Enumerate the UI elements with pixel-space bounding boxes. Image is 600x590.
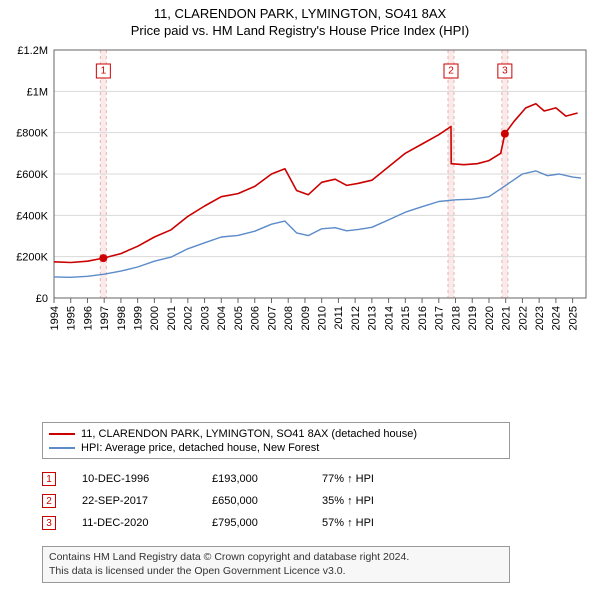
svg-text:2001: 2001 bbox=[166, 306, 178, 330]
sales-row-2: 2 22-SEP-2017 £650,000 35% ↑ HPI bbox=[42, 490, 432, 512]
footer-attribution: Contains HM Land Registry data © Crown c… bbox=[42, 546, 510, 583]
line-chart-svg: £0 £200K £400K £600K £800K £1M £1.2M 1994 1995 19… bbox=[10, 44, 590, 374]
legend-label-hpi: HPI: Average price, detached house, New … bbox=[81, 442, 319, 454]
svg-text:2024: 2024 bbox=[551, 306, 563, 330]
footer-line1: Contains HM Land Registry data © Crown c… bbox=[49, 551, 503, 565]
svg-text:£800K: £800K bbox=[16, 128, 48, 140]
legend-label-property: 11, CLARENDON PARK, LYMINGTON, SO41 8AX … bbox=[81, 428, 417, 440]
svg-text:2005: 2005 bbox=[233, 306, 245, 330]
svg-text:2009: 2009 bbox=[300, 306, 312, 330]
title-address: 11, CLARENDON PARK, LYMINGTON, SO41 8AX bbox=[0, 0, 600, 21]
sales-price-3: £795,000 bbox=[212, 517, 322, 529]
title-subtitle: Price paid vs. HM Land Registry's House … bbox=[0, 21, 600, 42]
svg-text:1996: 1996 bbox=[82, 306, 94, 330]
legend-swatch-property bbox=[49, 433, 75, 435]
svg-text:2008: 2008 bbox=[283, 306, 295, 330]
svg-text:1998: 1998 bbox=[116, 306, 128, 330]
svg-text:2019: 2019 bbox=[467, 306, 479, 330]
chart-area: £0 £200K £400K £600K £800K £1M £1.2M 1994 1995 19… bbox=[10, 44, 590, 374]
svg-text:£1.2M: £1.2M bbox=[17, 45, 48, 57]
svg-text:£400K: £400K bbox=[16, 210, 48, 222]
svg-text:1994: 1994 bbox=[49, 306, 61, 330]
svg-text:2018: 2018 bbox=[450, 306, 462, 330]
svg-text:2013: 2013 bbox=[367, 306, 379, 330]
sales-date-1: 10-DEC-1996 bbox=[82, 473, 212, 485]
svg-text:2017: 2017 bbox=[434, 306, 446, 330]
svg-text:2014: 2014 bbox=[383, 306, 395, 330]
svg-text:2003: 2003 bbox=[199, 306, 211, 330]
svg-text:£1M: £1M bbox=[27, 86, 48, 98]
footer-line2: This data is licensed under the Open Gov… bbox=[49, 565, 503, 579]
sales-marker-3: 3 bbox=[42, 516, 56, 530]
legend-item-hpi: HPI: Average price, detached house, New … bbox=[49, 441, 503, 455]
sales-row-3: 3 11-DEC-2020 £795,000 57% ↑ HPI bbox=[42, 512, 432, 534]
chart-container: 11, CLARENDON PARK, LYMINGTON, SO41 8AX … bbox=[0, 0, 600, 590]
sales-pct-1: 77% ↑ HPI bbox=[322, 473, 432, 485]
svg-text:2000: 2000 bbox=[149, 306, 161, 330]
sales-date-3: 11-DEC-2020 bbox=[82, 517, 212, 529]
sales-marker-1: 1 bbox=[42, 472, 56, 486]
svg-text:1: 1 bbox=[101, 66, 107, 77]
svg-text:2007: 2007 bbox=[266, 306, 278, 330]
sales-pct-3: 57% ↑ HPI bbox=[322, 517, 432, 529]
svg-text:2: 2 bbox=[448, 66, 454, 77]
svg-text:2016: 2016 bbox=[417, 306, 429, 330]
legend: 11, CLARENDON PARK, LYMINGTON, SO41 8AX … bbox=[42, 422, 510, 459]
svg-text:1999: 1999 bbox=[132, 306, 144, 330]
svg-text:3: 3 bbox=[502, 66, 508, 77]
sales-marker-2: 2 bbox=[42, 494, 56, 508]
svg-text:£0: £0 bbox=[36, 293, 48, 305]
svg-text:1997: 1997 bbox=[99, 306, 111, 330]
svg-text:2021: 2021 bbox=[501, 306, 513, 330]
svg-text:2012: 2012 bbox=[350, 306, 362, 330]
legend-item-property: 11, CLARENDON PARK, LYMINGTON, SO41 8AX … bbox=[49, 427, 503, 441]
svg-text:2004: 2004 bbox=[216, 306, 228, 330]
svg-text:2020: 2020 bbox=[484, 306, 496, 330]
svg-text:1995: 1995 bbox=[66, 306, 78, 330]
svg-text:2006: 2006 bbox=[250, 306, 262, 330]
svg-text:2002: 2002 bbox=[183, 306, 195, 330]
sales-table: 1 10-DEC-1996 £193,000 77% ↑ HPI 2 22-SE… bbox=[42, 468, 432, 534]
legend-swatch-hpi bbox=[49, 447, 75, 449]
svg-text:2022: 2022 bbox=[517, 306, 529, 330]
sales-price-1: £193,000 bbox=[212, 473, 322, 485]
sales-price-2: £650,000 bbox=[212, 495, 322, 507]
svg-text:£600K: £600K bbox=[16, 169, 48, 181]
svg-text:2023: 2023 bbox=[534, 306, 546, 330]
svg-text:2025: 2025 bbox=[567, 306, 579, 330]
sales-date-2: 22-SEP-2017 bbox=[82, 495, 212, 507]
svg-text:2015: 2015 bbox=[400, 306, 412, 330]
sales-row-1: 1 10-DEC-1996 £193,000 77% ↑ HPI bbox=[42, 468, 432, 490]
svg-text:£200K: £200K bbox=[16, 252, 48, 264]
svg-text:2011: 2011 bbox=[333, 306, 345, 330]
svg-text:2010: 2010 bbox=[317, 306, 329, 330]
sales-pct-2: 35% ↑ HPI bbox=[322, 495, 432, 507]
